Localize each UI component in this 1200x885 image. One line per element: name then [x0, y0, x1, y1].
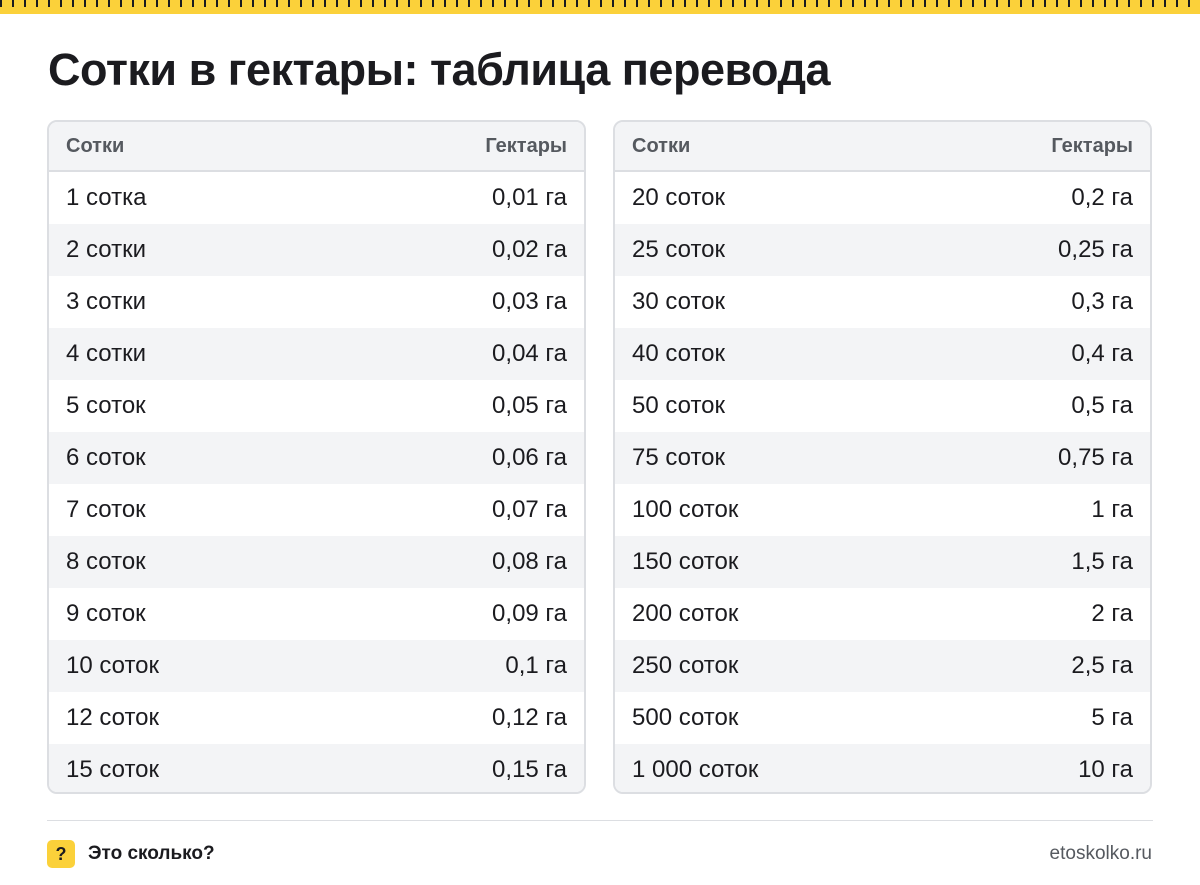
- cell-sotki: 30 соток: [632, 288, 726, 315]
- cell-hectares: 0,3 га: [1071, 288, 1133, 315]
- table-body: 1 сотка 0,01 га 2 сотки 0,02 га 3 сотки 0,0…: [49, 172, 584, 792]
- column-header-sotki: Сотки: [66, 134, 125, 157]
- cell-hectares: 0,06 га: [492, 444, 567, 471]
- page-title: Сотки в гектары: таблица перевода: [48, 44, 831, 95]
- cell-sotki: 40 соток: [632, 340, 726, 367]
- table-row: 50 соток 0,5 га: [615, 380, 1150, 432]
- table-row: 8 соток 0,08 га: [49, 536, 584, 588]
- cell-hectares: 0,04 га: [492, 340, 567, 367]
- table-row: 7 соток 0,07 га: [49, 484, 584, 536]
- conversion-table-left: Сотки Гектары 1 сотка 0,01 га 2 сотки 0,02…: [47, 120, 586, 794]
- cell-sotki: 1 000 соток: [632, 756, 759, 783]
- cell-hectares: 0,09 га: [492, 600, 567, 627]
- table-row: 10 соток 0,1 га: [49, 640, 584, 692]
- table-row: 1 сотка 0,01 га: [49, 172, 584, 224]
- cell-hectares: 0,05 га: [492, 392, 567, 419]
- cell-hectares: 0,03 га: [492, 288, 567, 315]
- cell-sotki: 50 соток: [632, 392, 726, 419]
- cell-hectares: 0,1 га: [505, 652, 567, 679]
- cell-sotki: 10 соток: [66, 652, 160, 679]
- footer-divider: [47, 820, 1153, 821]
- cell-hectares: 0,75 га: [1058, 444, 1133, 471]
- cell-sotki: 75 соток: [632, 444, 726, 471]
- cell-hectares: 0,08 га: [492, 548, 567, 575]
- cell-sotki: 8 соток: [66, 548, 146, 575]
- table-row: 1 000 соток 10 га: [615, 744, 1150, 792]
- table-header: Сотки Гектары: [615, 122, 1150, 172]
- question-mark-icon: ?: [47, 840, 75, 868]
- cell-hectares: 0,15 га: [492, 756, 567, 783]
- ruler-strip: [0, 0, 1200, 14]
- table-row: 100 соток 1 га: [615, 484, 1150, 536]
- cell-hectares: 0,07 га: [492, 496, 567, 523]
- cell-hectares: 10 га: [1078, 756, 1133, 783]
- cell-sotki: 500 соток: [632, 704, 739, 731]
- table-row: 15 соток 0,15 га: [49, 744, 584, 792]
- column-header-hectares: Гектары: [485, 134, 567, 157]
- cell-hectares: 0,5 га: [1071, 392, 1133, 419]
- brand-name: Это сколько?: [88, 843, 215, 864]
- cell-hectares: 0,12 га: [492, 704, 567, 731]
- cell-hectares: 2 га: [1091, 600, 1133, 627]
- conversion-table-right: Сотки Гектары 20 соток 0,2 га 25 соток 0,2…: [613, 120, 1152, 794]
- table-row: 30 соток 0,3 га: [615, 276, 1150, 328]
- table-body: 20 соток 0,2 га 25 соток 0,25 га 30 соток 0…: [615, 172, 1150, 792]
- cell-hectares: 0,02 га: [492, 236, 567, 263]
- cell-sotki: 2 сотки: [66, 236, 147, 263]
- cell-hectares: 0,2 га: [1071, 184, 1133, 211]
- table-row: 5 соток 0,05 га: [49, 380, 584, 432]
- cell-hectares: 5 га: [1091, 704, 1133, 731]
- cell-hectares: 0,01 га: [492, 184, 567, 211]
- cell-sotki: 250 соток: [632, 652, 739, 679]
- table-row: 150 соток 1,5 га: [615, 536, 1150, 588]
- table-row: 9 соток 0,09 га: [49, 588, 584, 640]
- site-link[interactable]: etoskolko.ru: [1049, 843, 1152, 864]
- cell-sotki: 20 соток: [632, 184, 726, 211]
- table-header: Сотки Гектары: [49, 122, 584, 172]
- table-row: 25 соток 0,25 га: [615, 224, 1150, 276]
- cell-sotki: 12 соток: [66, 704, 160, 731]
- table-row: 200 соток 2 га: [615, 588, 1150, 640]
- cell-sotki: 3 сотки: [66, 288, 147, 315]
- cell-sotki: 1 сотка: [66, 184, 147, 211]
- table-row: 2 сотки 0,02 га: [49, 224, 584, 276]
- cell-sotki: 4 сотки: [66, 340, 147, 367]
- cell-hectares: 1 га: [1091, 496, 1133, 523]
- cell-hectares: 0,25 га: [1058, 236, 1133, 263]
- cell-sotki: 200 соток: [632, 600, 739, 627]
- table-row: 3 сотки 0,03 га: [49, 276, 584, 328]
- column-header-hectares: Гектары: [1051, 134, 1133, 157]
- table-row: 20 соток 0,2 га: [615, 172, 1150, 224]
- cell-sotki: 100 соток: [632, 496, 739, 523]
- table-row: 4 сотки 0,04 га: [49, 328, 584, 380]
- cell-sotki: 5 соток: [66, 392, 146, 419]
- table-row: 250 соток 2,5 га: [615, 640, 1150, 692]
- cell-sotki: 9 соток: [66, 600, 146, 627]
- cell-sotki: 6 соток: [66, 444, 146, 471]
- cell-sotki: 7 соток: [66, 496, 146, 523]
- table-row: 12 соток 0,12 га: [49, 692, 584, 744]
- cell-hectares: 1,5 га: [1071, 548, 1133, 575]
- table-row: 75 соток 0,75 га: [615, 432, 1150, 484]
- cell-sotki: 15 соток: [66, 756, 160, 783]
- column-header-sotki: Сотки: [632, 134, 691, 157]
- cell-sotki: 25 соток: [632, 236, 726, 263]
- table-row: 40 соток 0,4 га: [615, 328, 1150, 380]
- cell-sotki: 150 соток: [632, 548, 739, 575]
- table-row: 6 соток 0,06 га: [49, 432, 584, 484]
- cell-hectares: 0,4 га: [1071, 340, 1133, 367]
- cell-hectares: 2,5 га: [1071, 652, 1133, 679]
- brand-logo[interactable]: ? Это сколько?: [47, 840, 215, 868]
- table-row: 500 соток 5 га: [615, 692, 1150, 744]
